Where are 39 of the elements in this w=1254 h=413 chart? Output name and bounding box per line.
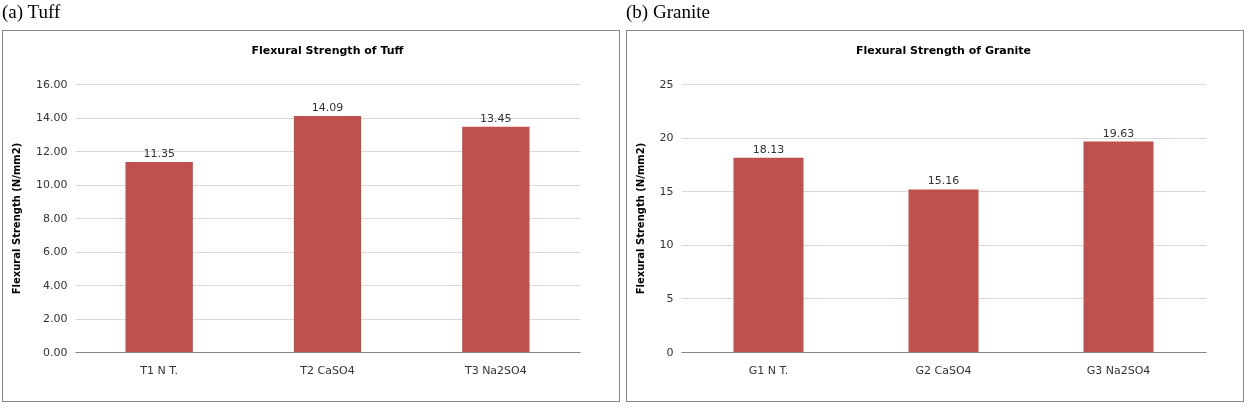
y-axis-title: Flexural Strength (N/mm2) <box>634 142 646 295</box>
text: (a) Tuff <box>2 0 62 24</box>
y-tick-label: 4.00 <box>43 278 68 292</box>
y-tick-label: 5 <box>666 291 674 305</box>
y-tick-label: 20 <box>659 131 674 145</box>
bar <box>908 189 979 352</box>
y-tick-label: 2.00 <box>43 312 68 325</box>
bar <box>293 115 362 352</box>
data-label: 13.45 <box>480 111 512 125</box>
bar <box>462 126 530 352</box>
y-tick-label: 0.00 <box>43 345 68 359</box>
data-label: 11.35 <box>143 146 175 160</box>
x-tick-label: T3 Na2SO4 <box>463 363 527 377</box>
data-label: 14.09 <box>311 100 344 114</box>
x-tick-label: T1 N T. <box>139 363 179 377</box>
x-tick-label: T2 CaSO4 <box>299 363 355 377</box>
y-tick-label: 8.00 <box>43 211 68 225</box>
y-tick-label: 15 <box>659 184 674 198</box>
y-tick-label: 10 <box>659 238 674 252</box>
y-tick-label: 12.00 <box>36 144 68 158</box>
text: (b) Granite <box>626 0 711 24</box>
y-tick-label: 25 <box>659 77 674 91</box>
bar <box>1083 141 1154 352</box>
x-tick-label: G2 CaSO4 <box>915 363 972 377</box>
bar <box>125 161 193 352</box>
data-label: 19.63 <box>1102 126 1135 140</box>
chart-title: Flexural Strength of Tuff <box>251 44 404 57</box>
y-tick-label: 14.00 <box>36 111 68 124</box>
y-axis-title: Flexural Strength (N/mm2) <box>11 142 23 295</box>
x-tick-label: G1 N T. <box>748 363 789 377</box>
y-tick-label: 0 <box>666 345 674 359</box>
chart-title: Flexural Strength of Granite <box>855 44 1032 57</box>
y-tick-label: 16.00 <box>36 77 68 91</box>
data-label: 18.13 <box>752 142 785 156</box>
data-label: 15.16 <box>927 174 960 188</box>
bar <box>733 157 804 352</box>
y-tick-label: 6.00 <box>43 245 68 258</box>
x-tick-label: G3 Na2SO4 <box>1086 363 1151 377</box>
y-tick-label: 10.00 <box>36 178 68 191</box>
